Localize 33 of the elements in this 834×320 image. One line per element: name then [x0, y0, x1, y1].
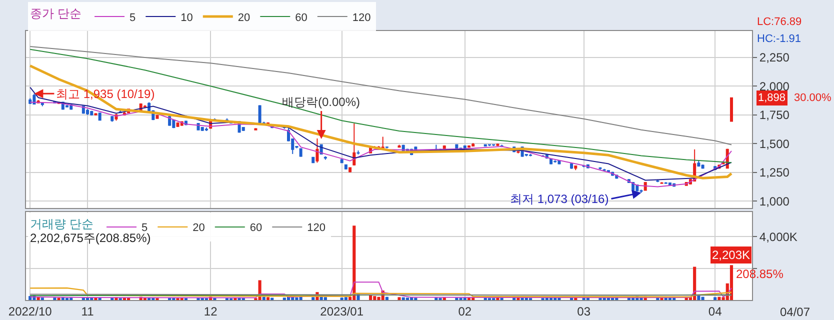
annotation: 208.85% [736, 267, 784, 281]
text: HC:-1.91 [757, 33, 802, 45]
legend-label: 20 [192, 222, 205, 234]
x-tick-label: 12 [204, 304, 218, 318]
annotation: 배당락(0.00%) [282, 95, 360, 109]
y-tick-label: 4,000K [759, 230, 798, 244]
legend-label: 20 [238, 12, 250, 24]
legend-title: 거래량 단순 [30, 217, 94, 232]
x-tick-label: 2023/01 [320, 304, 364, 318]
text: 1,898 [758, 92, 786, 104]
y-tick-label: 1,250 [759, 166, 790, 180]
x-tick-label: 2022/10 [8, 304, 52, 318]
legend-label: 120 [352, 12, 371, 24]
x-tick-label: 11 [81, 304, 94, 318]
y-tick-label: 1,750 [759, 108, 790, 122]
legend-label: 60 [250, 222, 262, 234]
x-tick-label: 02 [458, 304, 472, 318]
legend-label: 120 [307, 222, 326, 234]
text: 30.00% [794, 92, 832, 104]
text: 04/07 [780, 305, 810, 319]
x-tick-label: 04 [708, 304, 722, 318]
y-tick-label: 2,250 [759, 50, 790, 65]
legend-title: 종가 단순 [30, 6, 82, 21]
legend-label: 5 [130, 12, 136, 24]
y-tick-label: 2,000 [759, 79, 790, 94]
data-label: 2,203K [712, 248, 750, 262]
text: LC:76.89 [757, 16, 802, 28]
y-tick-label: 1,000 [759, 194, 790, 208]
y-tick-label: 1,500 [759, 136, 790, 151]
annotation: 최저 1,073 (03/16) [510, 192, 609, 206]
legend-label: 10 [180, 12, 193, 24]
legend-label: 60 [295, 12, 308, 24]
x-tick-label: 03 [577, 304, 591, 318]
